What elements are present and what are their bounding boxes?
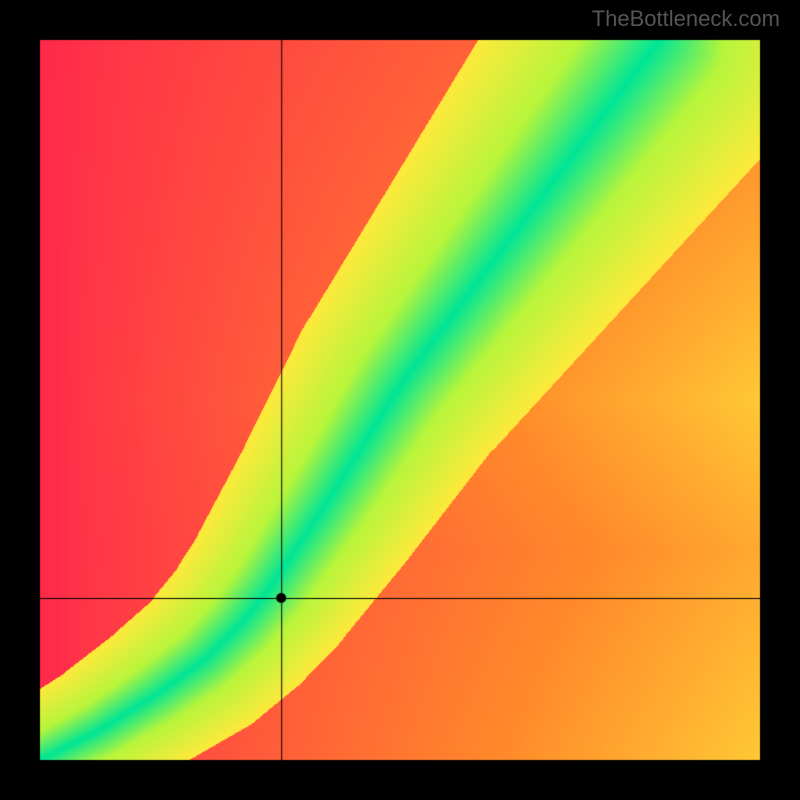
bottleneck-heatmap (0, 0, 800, 800)
chart-container: TheBottleneck.com (0, 0, 800, 800)
watermark-text: TheBottleneck.com (592, 6, 780, 32)
